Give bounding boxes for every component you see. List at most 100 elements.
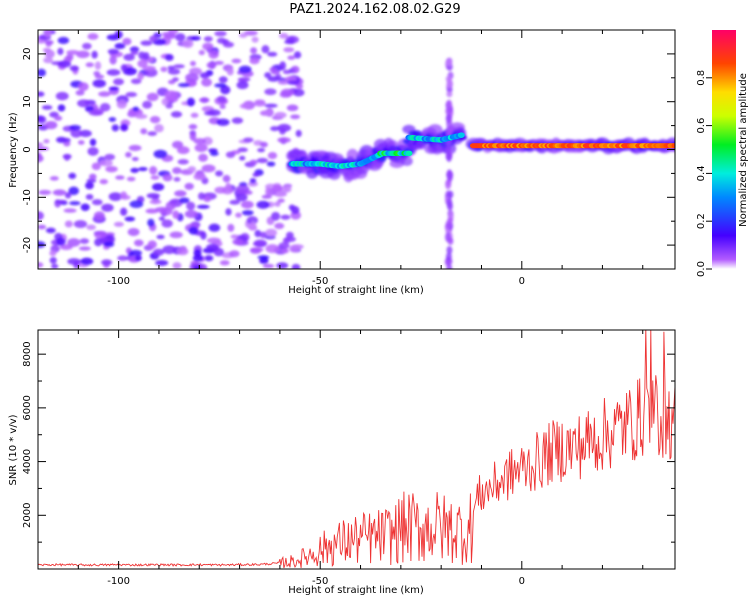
noise-blob xyxy=(125,92,138,98)
noise-blob xyxy=(241,209,254,216)
noise-blob xyxy=(192,254,204,262)
streak-blob xyxy=(446,170,453,182)
noise-blob xyxy=(160,66,168,73)
snr-panel: -100 -50 0 2000 4000 6000 8000 Height of strai… xyxy=(8,329,676,596)
noise-blob xyxy=(235,212,242,218)
noise-blob xyxy=(173,64,185,69)
noise-blob xyxy=(289,244,300,253)
noise-blob xyxy=(240,200,254,209)
noise-blob xyxy=(206,243,219,252)
noise-blob xyxy=(129,200,144,208)
noise-blob xyxy=(78,246,91,251)
noise-blob xyxy=(142,65,156,71)
track-core xyxy=(405,150,413,157)
noise-blob xyxy=(80,203,90,211)
noise-blob xyxy=(281,248,289,254)
noise-blob xyxy=(189,60,197,67)
noise-blob xyxy=(198,153,208,162)
noise-blob xyxy=(38,115,47,124)
noise-blob xyxy=(122,37,132,46)
noise-blob xyxy=(229,199,241,205)
noise-blob xyxy=(264,103,278,108)
noise-blob xyxy=(260,256,268,262)
noise-blob xyxy=(230,234,239,239)
noise-blob xyxy=(113,221,124,227)
noise-blob xyxy=(208,49,219,59)
noise-blob xyxy=(264,72,272,79)
noise-blob xyxy=(99,178,109,185)
noise-blob xyxy=(57,104,66,112)
noise-blob xyxy=(184,210,198,219)
y-tick-label: -20 xyxy=(22,237,33,253)
noise-blob xyxy=(120,64,128,72)
noise-blob xyxy=(130,51,139,56)
noise-blob xyxy=(171,140,184,149)
noise-blob xyxy=(288,204,296,211)
y-tick-label: -10 xyxy=(22,189,33,205)
noise-blob xyxy=(78,82,89,92)
noise-blob xyxy=(293,51,302,59)
noise-blob xyxy=(120,207,128,216)
noise-blob xyxy=(153,248,165,256)
noise-blob xyxy=(208,223,221,232)
noise-blob xyxy=(77,99,91,108)
noise-blob xyxy=(265,244,280,254)
noise-blob xyxy=(222,41,235,48)
noise-blob xyxy=(92,79,106,88)
noise-blob xyxy=(80,257,94,266)
streak-blob xyxy=(445,107,452,116)
noise-blob xyxy=(209,151,219,156)
noise-blob xyxy=(199,72,210,79)
noise-blob xyxy=(73,220,88,228)
noise-blob xyxy=(51,263,59,269)
noise-blob xyxy=(60,137,71,143)
snr-frame xyxy=(37,329,676,570)
noise-blob xyxy=(43,57,54,64)
noise-blob xyxy=(201,164,216,173)
noise-blob xyxy=(238,65,252,74)
noise-blob xyxy=(130,78,142,85)
noise-blob xyxy=(54,115,63,121)
noise-blob xyxy=(76,50,90,59)
noise-blob xyxy=(57,47,64,56)
noise-blob xyxy=(164,90,178,100)
noise-blob xyxy=(257,147,266,153)
noise-blob xyxy=(38,68,47,77)
noise-blob xyxy=(244,30,258,36)
noise-blob xyxy=(158,216,165,221)
noise-blob xyxy=(99,159,113,167)
noise-blob xyxy=(172,167,182,175)
streak-blob xyxy=(445,252,452,261)
noise-blob xyxy=(107,48,120,55)
noise-blob xyxy=(267,76,280,82)
noise-blob xyxy=(57,60,72,68)
streak-blob xyxy=(446,245,453,255)
noise-blob xyxy=(149,115,161,124)
noise-blob xyxy=(116,99,127,109)
colorbar-tick-label: 0.6 xyxy=(696,118,707,134)
noise-blob xyxy=(123,53,135,61)
noise-blob xyxy=(284,185,292,193)
noise-blob xyxy=(187,166,197,173)
noise-blob xyxy=(67,238,81,247)
noise-blob xyxy=(274,222,285,230)
streak-blob xyxy=(445,75,452,82)
noise-blob xyxy=(108,192,123,201)
noise-blob xyxy=(44,30,52,37)
noise-blob xyxy=(216,118,230,126)
noise-blob xyxy=(222,174,231,183)
noise-blob xyxy=(142,100,153,109)
colorbar-tick-label: 0.0 xyxy=(696,261,707,277)
noise-blob xyxy=(214,60,224,65)
noise-blob xyxy=(66,50,80,55)
noise-blob xyxy=(108,86,120,91)
streak-blob xyxy=(446,90,453,98)
noise-blob xyxy=(247,181,259,187)
streak-blob xyxy=(447,190,454,199)
noise-blob xyxy=(56,237,66,246)
noise-blob xyxy=(146,208,156,214)
noise-blob xyxy=(104,153,116,161)
noise-blob xyxy=(291,263,301,269)
noise-blob xyxy=(38,189,52,196)
noise-blob xyxy=(217,95,227,103)
